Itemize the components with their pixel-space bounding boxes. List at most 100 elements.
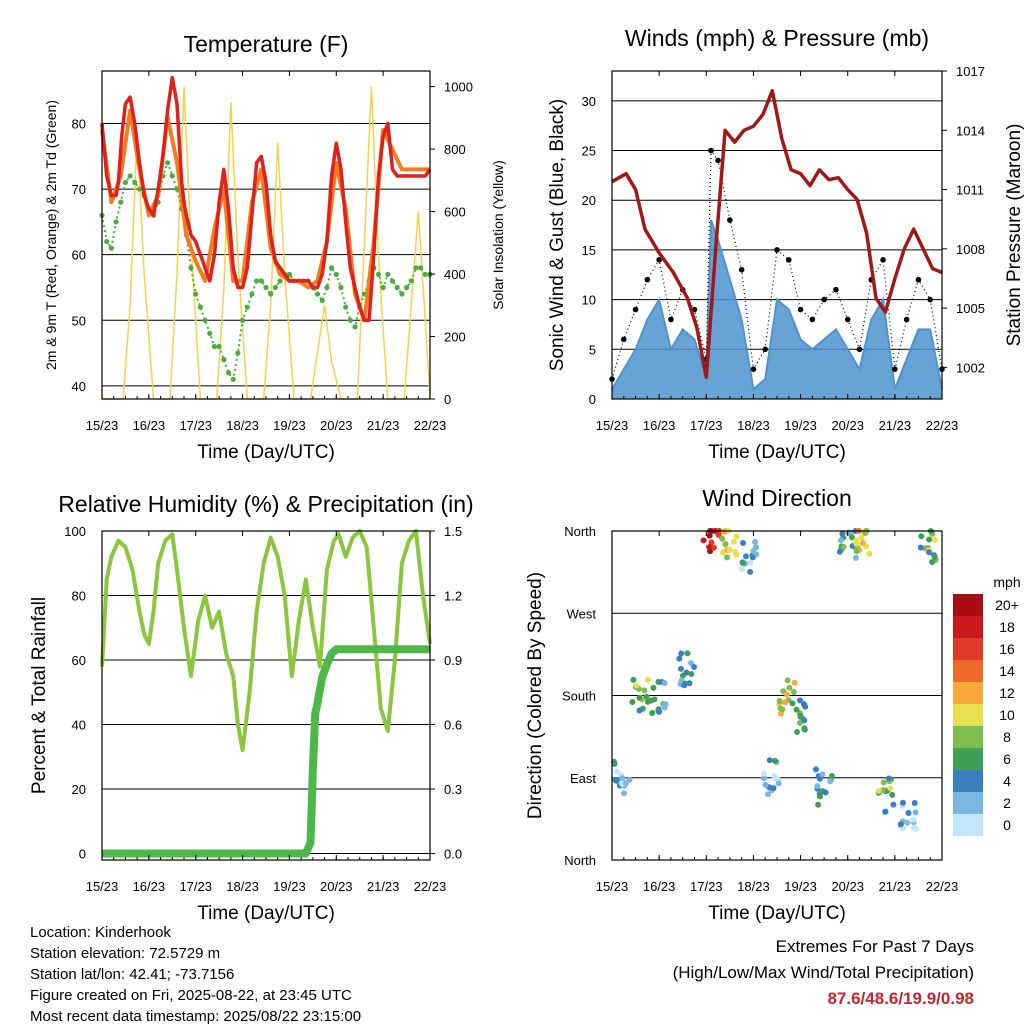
y2-tick-label: 1014 [956,123,985,138]
wind-direction-point [839,530,846,537]
dewpoint-point [235,350,241,356]
wind-direction-point [801,717,808,724]
y-tick-label: 0 [589,392,596,407]
wind-direction-point [661,679,668,686]
wind-direction-point [613,777,620,784]
wind-direction-point [926,549,933,556]
wind-direction-point [885,775,892,782]
dewpoint-point [108,245,114,251]
x-tick-label: 17/23 [690,418,723,433]
y2-tick-label: 0.3 [444,782,462,797]
wind-direction-point [899,799,906,806]
wind-direction-point [706,544,713,551]
y-tick-label: 80 [72,589,86,604]
x-tick-label: 20/23 [831,879,864,894]
wind-direction-point [749,554,756,561]
wind-direction-point [747,568,754,575]
wind-direction-point [681,682,688,689]
wind-direction-point [918,533,925,540]
wind-direction-point [800,701,807,708]
y2-tick-label: 1000 [444,80,473,95]
y-axis-title: 2m & 9m T (Red, Orange) & 2m Td (Green) [43,100,59,370]
legend-label: 8 [1003,729,1011,745]
wind-direction-point [710,544,717,551]
wind-direction-point [819,771,826,778]
legend-label: 14 [999,663,1015,679]
wind-direction-point [853,540,860,547]
wind-direction-point [706,532,713,539]
wind-direction-point [645,676,652,683]
wind-direction-point [777,705,784,712]
y2-tick-label: 1011 [956,183,984,198]
y-tick-label: South [562,689,596,704]
wind-direction-point [765,791,772,798]
x-tick-label: 20/23 [320,418,353,433]
chart-title: Winds (mph) & Pressure (mb) [625,25,929,51]
y-tick-label: North [564,524,596,539]
gust-point [644,276,651,283]
wind-direction-point [858,534,865,541]
wind-direction-point [726,547,733,554]
wind-direction-point [730,538,737,545]
wind-direction-point [880,779,887,786]
x-axis-title: Time (Day/UTC) [197,442,335,463]
wind-direction-point [791,679,798,686]
solar-series-line [102,86,431,400]
x-tick-label: 15/23 [86,879,119,894]
wind-direction-point [688,671,695,678]
legend-title: mph [993,574,1020,590]
wind-direction-point [801,726,808,733]
gust-point [620,336,627,343]
dewpoint-point [413,265,419,271]
gust-point [632,306,639,313]
wind-direction-point [931,553,938,560]
wind-direction-point [917,544,924,551]
wind-direction-point [722,541,729,548]
extremes-title: Extremes For Past 7 Days [775,937,974,956]
wind-direction-point [676,655,683,662]
temp-2m-series-line [100,75,432,323]
x-tick-label: 17/23 [179,418,212,433]
wind-direction-point [790,689,797,696]
wind-direction-point [793,706,800,713]
y-tick-label: 50 [72,313,86,328]
wind-direction-point [739,559,746,566]
gust-point [809,316,816,323]
wind-direction-point [890,801,897,808]
legend-label: 2 [1003,795,1011,811]
y-tick-label: 30 [582,94,596,109]
wind-direction-point [905,810,912,817]
wind-direction-point [911,800,918,807]
wind-direction-point [789,700,796,707]
wind-direction-point [641,687,648,694]
y2-tick-label: 1002 [956,360,985,375]
wind-direction-point [636,707,643,714]
x-axis-title: Time (Day/UTC) [708,903,846,924]
wind-direction-point [827,778,834,785]
y2-tick-label: 1008 [956,242,985,257]
y-tick-label: West [567,606,597,621]
wind-direction-point [650,684,657,691]
wind-series-line [611,219,943,391]
legend-label: 18 [999,619,1015,635]
wind-direction-point [848,534,855,541]
x-tick-label: 22/23 [414,418,447,433]
y-tick-label: 15 [582,243,596,258]
y-tick-label: 25 [582,144,596,159]
wind-direction-point [929,559,936,566]
wind-direction-point [783,691,790,698]
legend-swatch [953,726,983,748]
info-created: Figure created on Fri, 2025-08-22, at 23… [30,987,352,1004]
x-tick-label: 19/23 [784,418,817,433]
y-tick-label: 40 [72,379,86,394]
legend-swatch [953,748,983,770]
y-tick-label: 5 [589,342,596,357]
wind-direction-point [897,821,904,828]
wind-direction-point [633,682,640,689]
wind-direction-point [816,775,823,782]
y2-tick-label: 1.5 [444,524,462,539]
y-tick-label: 20 [72,782,86,797]
wind-direction-point [887,785,894,792]
legend-swatch [953,616,983,638]
wind-direction-point [630,676,637,683]
